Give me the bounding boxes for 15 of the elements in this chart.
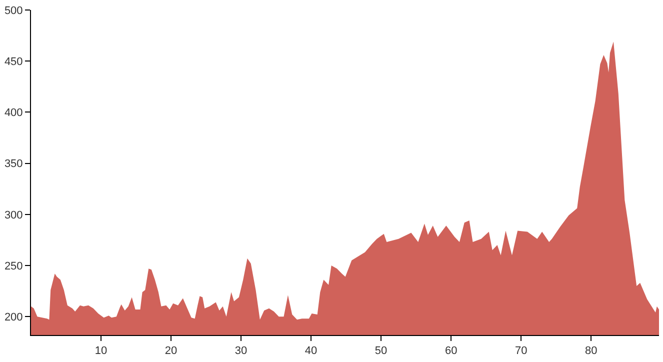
x-tick-label: 30 <box>234 345 248 358</box>
y-tick-label: 500 <box>4 4 23 17</box>
y-tick-label: 200 <box>4 311 23 324</box>
x-tick-label: 40 <box>304 345 318 358</box>
x-tick-label: 10 <box>94 345 108 358</box>
y-tick-label: 300 <box>4 209 23 222</box>
y-tick-label: 400 <box>4 107 23 120</box>
x-tick-label: 60 <box>444 345 458 358</box>
y-tick-label: 450 <box>4 56 23 68</box>
x-tick-label: 20 <box>164 345 178 358</box>
x-tick-label: 50 <box>374 345 388 358</box>
y-tick-label: 250 <box>4 260 23 272</box>
x-tick-label: 80 <box>584 345 598 358</box>
x-tick-label: 70 <box>514 345 528 358</box>
y-tick-label: 350 <box>4 158 23 170</box>
